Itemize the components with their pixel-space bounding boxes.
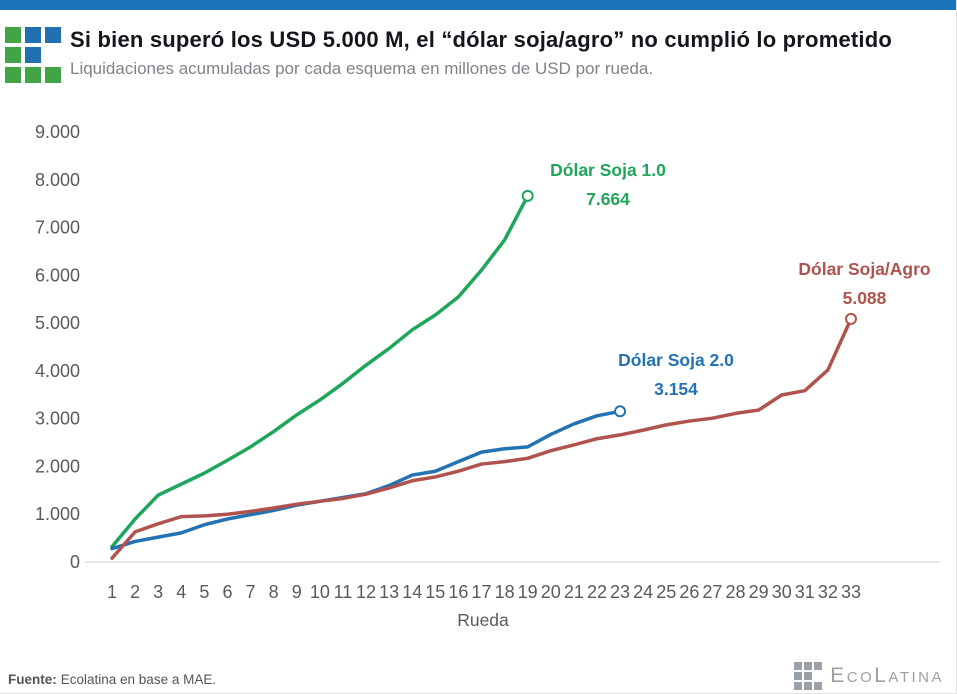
- series-line: [110, 317, 853, 560]
- source-text: Ecolatina en base a MAE.: [60, 672, 217, 687]
- series-label: Dólar Soja/Agro: [798, 259, 931, 279]
- x-tick-label: 16: [448, 582, 468, 602]
- x-tick-label: 24: [633, 582, 653, 602]
- y-tick-label: 1.000: [35, 504, 80, 524]
- logo-square: [5, 27, 21, 43]
- logo-square: [814, 662, 823, 670]
- x-tick-label: 20: [541, 582, 561, 602]
- series-end-value: 5.088: [842, 288, 887, 308]
- series-end-marker: [614, 405, 627, 418]
- logo-square: [804, 672, 813, 680]
- x-tick-label: 9: [292, 582, 302, 602]
- x-tick-label: 25: [656, 582, 676, 602]
- x-tick-label: 7: [246, 582, 256, 602]
- x-tick-label: 28: [726, 582, 746, 602]
- ecolatina-wordmark: EcoLatina: [794, 662, 944, 690]
- series-end-marker: [845, 312, 857, 325]
- logo-square: [25, 27, 41, 43]
- x-tick-label: 19: [518, 582, 538, 602]
- logo-square: [804, 662, 813, 670]
- logo-square: [5, 47, 21, 63]
- ecolatina-logo-icon: [5, 27, 61, 83]
- top-accent-bar: [0, 0, 956, 10]
- annotation-dolar-soja-1: Dólar Soja 1.0 7.664: [508, 156, 708, 214]
- y-tick-label: 6.000: [35, 265, 80, 285]
- x-tick-label: 31: [795, 582, 815, 602]
- x-axis-title: Rueda: [457, 610, 509, 630]
- x-tick-label: 27: [702, 582, 722, 602]
- x-tick-label: 14: [402, 582, 422, 602]
- series-end-value: 3.154: [654, 379, 698, 399]
- x-tick-label: 18: [495, 582, 515, 602]
- x-tick-label: 23: [610, 582, 630, 602]
- x-tick-label: 4: [176, 582, 186, 602]
- x-tick-label: 8: [269, 582, 279, 602]
- series-label: Dólar Soja 1.0: [550, 160, 666, 180]
- logo-square: [794, 672, 803, 680]
- source-note: Fuente: Ecolatina en base a MAE.: [8, 672, 216, 687]
- annotation-dolar-soja-2: Dólar Soja 2.0 3.154: [576, 346, 776, 404]
- y-tick-label: 9.000: [35, 122, 80, 142]
- x-tick-label: 2: [130, 582, 140, 602]
- y-tick-label: 0: [70, 552, 80, 572]
- logo-square: [804, 682, 813, 690]
- x-tick-label: 12: [356, 582, 376, 602]
- page-subtitle: Liquidaciones acumuladas por cada esquem…: [70, 59, 654, 78]
- x-tick-label: 29: [749, 582, 769, 602]
- x-tick-label: 17: [471, 582, 491, 602]
- series-label: Dólar Soja 2.0: [618, 350, 734, 370]
- series-end-value: 7.664: [586, 189, 630, 209]
- series-line: [110, 194, 530, 549]
- x-tick-label: 15: [425, 582, 445, 602]
- x-tick-label: 22: [587, 582, 607, 602]
- source-label: Fuente:: [8, 672, 57, 687]
- logo-square-empty: [814, 672, 822, 680]
- logo-square: [45, 67, 61, 83]
- y-tick-label: 4.000: [35, 361, 80, 381]
- x-tick-label: 10: [310, 582, 330, 602]
- page-title: Si bien superó los USD 5.000 M, el “dóla…: [70, 27, 893, 52]
- y-tick-label: 7.000: [35, 218, 80, 238]
- annotation-dolar-soja-agro: Dólar Soja/Agro 5.088: [772, 255, 957, 313]
- y-tick-label: 8.000: [35, 170, 80, 190]
- logo-square: [25, 47, 41, 63]
- x-tick-label: 33: [841, 582, 861, 602]
- x-tick-label: 26: [679, 582, 699, 602]
- y-tick-label: 3.000: [35, 409, 80, 429]
- x-tick-label: 21: [564, 582, 584, 602]
- x-tick-label: 13: [379, 582, 399, 602]
- y-tick-label: 5.000: [35, 313, 80, 333]
- y-tick-label: 2.000: [35, 456, 80, 476]
- x-tick-label: 5: [199, 582, 209, 602]
- x-tick-label: 30: [772, 582, 792, 602]
- logo-square: [45, 27, 61, 43]
- x-tick-label: 6: [222, 582, 232, 602]
- x-tick-label: 1: [107, 582, 117, 602]
- logo-square: [25, 67, 41, 83]
- brand-name: EcoLatina: [830, 664, 944, 687]
- ecolatina-logo-gray-icon: [794, 662, 823, 690]
- x-tick-label: 11: [334, 582, 353, 602]
- series-end-marker: [521, 189, 534, 202]
- logo-square: [794, 682, 803, 690]
- logo-square: [814, 682, 823, 690]
- logo-square: [5, 67, 21, 83]
- logo-square: [794, 662, 803, 670]
- x-tick-label: 32: [818, 582, 838, 602]
- x-tick-label: 3: [153, 582, 163, 602]
